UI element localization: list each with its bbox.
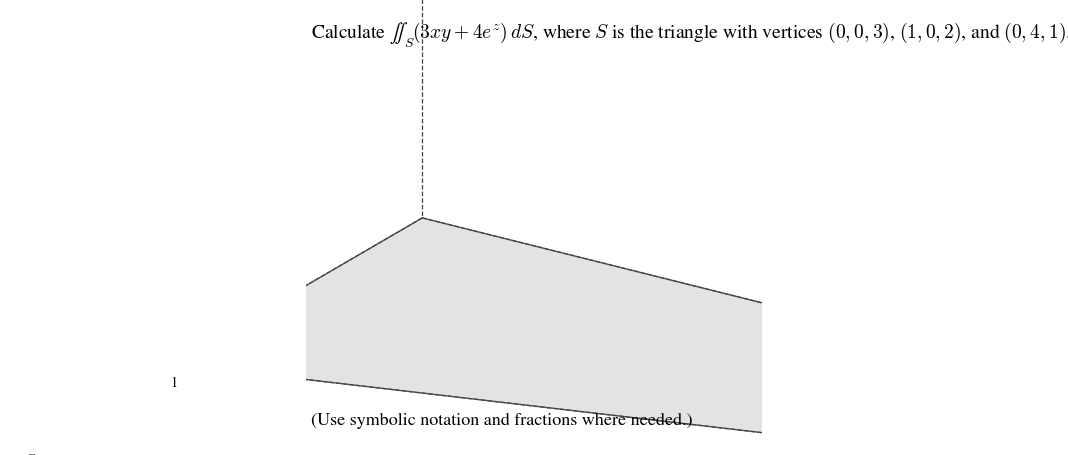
Text: 1: 1 <box>170 375 177 389</box>
Text: Calculate $\iint_S (3xy + 4e^z)\,dS$, where $S$ is the triangle with vertices $(: Calculate $\iint_S (3xy + 4e^z)\,dS$, wh… <box>311 20 1068 50</box>
Text: $x$: $x$ <box>27 448 36 455</box>
Polygon shape <box>172 218 1068 455</box>
Polygon shape <box>172 0 1068 205</box>
Text: (Use symbolic notation and fractions where needed.): (Use symbolic notation and fractions whe… <box>311 412 692 428</box>
